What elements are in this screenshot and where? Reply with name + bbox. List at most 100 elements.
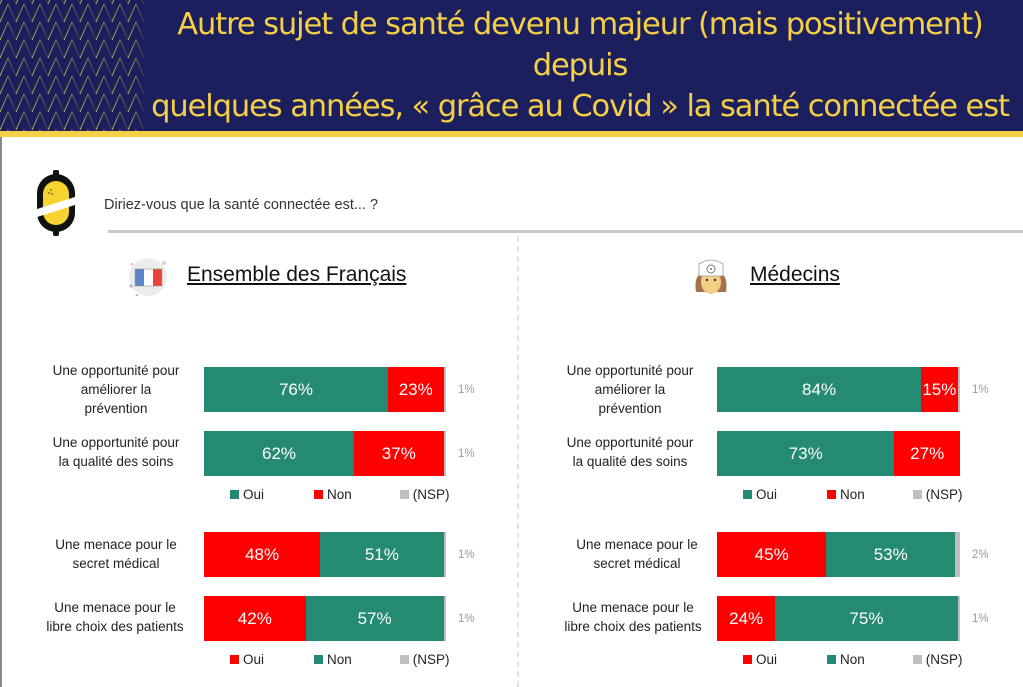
chevron-stroke — [87, 128, 89, 131]
doctor-icon — [695, 259, 727, 294]
chart-legend: Oui Non (NSP) — [743, 487, 963, 502]
chevron-stroke — [95, 38, 113, 59]
chevron-stroke — [79, 2, 97, 23]
legend-swatch — [743, 490, 752, 499]
legend-item: Non — [314, 487, 352, 502]
chevron-stroke — [15, 110, 33, 131]
bar-segment-oui: 42% — [204, 596, 306, 641]
chevron-stroke — [15, 2, 33, 23]
legend-swatch — [827, 490, 837, 499]
chevron-stroke — [47, 38, 65, 59]
legend-label: (NSP) — [925, 487, 963, 502]
chevron-stroke — [31, 110, 49, 131]
chevron-stroke — [15, 92, 33, 113]
bar-segment-nsp — [443, 596, 446, 641]
stacked-bar: 73% 27% — [717, 431, 960, 476]
bar-segment-nsp — [957, 367, 960, 412]
bar-segment-oui: 62% — [204, 431, 355, 476]
chevron-stroke — [95, 92, 113, 113]
chevron-stroke — [135, 128, 137, 131]
chevron-stroke — [95, 2, 113, 23]
chevron-stroke — [47, 2, 65, 23]
legend-swatch — [912, 490, 922, 499]
chevron-stroke — [111, 74, 129, 95]
legend-item: (NSP) — [912, 652, 963, 667]
question-divider — [108, 230, 1023, 233]
legend-label: Oui — [756, 487, 778, 502]
slide-title: Autre sujet de santé devenu majeur (mais… — [140, 4, 1020, 131]
chevron-stroke — [39, 128, 41, 131]
nsp-value-label: 1% — [458, 384, 475, 396]
chevron-stroke — [63, 38, 81, 59]
bar-segment-oui: 45% — [717, 532, 827, 577]
chevron-stroke — [63, 74, 81, 95]
chart-legend: Oui Non (NSP) — [230, 652, 450, 667]
chevron-stroke — [31, 92, 49, 113]
chevron-stroke — [0, 56, 17, 77]
legend-label: Oui — [243, 487, 265, 502]
chevron-stroke — [71, 128, 73, 131]
legend-swatch — [399, 490, 409, 499]
stacked-bar: 48% 51% — [204, 532, 446, 577]
chevron-stroke — [7, 128, 9, 131]
chevron-stroke — [0, 92, 17, 113]
row-label-soins: Une opportunité pour la qualité des soin… — [566, 435, 694, 469]
chevron-stroke — [127, 20, 145, 41]
stacked-bar: 62% 37% — [204, 431, 446, 476]
survey-question: Diriez-vous que la santé connectée est..… — [104, 197, 379, 213]
bar-segment-non: 57% — [305, 596, 444, 641]
chevron-stroke — [127, 2, 145, 23]
chevron-stroke — [111, 2, 129, 23]
panel-title-medecins: Médecins — [750, 263, 840, 286]
chevron-stroke — [127, 110, 145, 131]
legend-label: Non — [840, 652, 865, 667]
legend-item: Oui — [743, 652, 777, 667]
bar-segment-oui: 24% — [717, 596, 776, 641]
chevron-stroke — [111, 56, 129, 77]
legend-swatch — [399, 655, 409, 664]
chevron-stroke — [95, 56, 113, 77]
chevron-stroke — [95, 110, 113, 131]
bar-segment-nsp — [443, 532, 446, 577]
bar-segment-nsp — [443, 431, 446, 476]
chevron-stroke — [79, 110, 97, 131]
bar-segment-non: 27% — [894, 431, 960, 476]
chevron-stroke — [95, 74, 113, 95]
bar-segment-nsp — [955, 532, 960, 577]
page-left-border — [0, 0, 2, 687]
bar-segment-oui: 76% — [204, 367, 388, 412]
stacked-bar: 76% 23% — [204, 367, 446, 412]
chevron-stroke — [55, 128, 57, 131]
legend-label: Oui — [756, 652, 778, 667]
row-label-soins: Une opportunité pour la qualité des soin… — [52, 435, 180, 469]
chevron-stroke — [103, 128, 105, 131]
chevron-stroke — [127, 38, 145, 59]
chevron-stroke — [31, 2, 49, 23]
legend-swatch — [230, 490, 239, 499]
chevron-stroke — [15, 56, 33, 77]
legend-item: Oui — [743, 487, 777, 502]
chevron-stroke — [127, 56, 145, 77]
nsp-value-label: 1% — [458, 448, 475, 460]
chevron-stroke — [127, 92, 145, 113]
row-label-choix: Une menace pour le libre choix des patie… — [564, 600, 702, 634]
legend-label: (NSP) — [412, 487, 450, 502]
legend-item: Oui — [230, 652, 264, 667]
bar-segment-oui: 48% — [204, 532, 321, 577]
slide-header: Autre sujet de santé devenu majeur (mais… — [0, 0, 1023, 131]
stacked-bar: 45% 53% — [717, 532, 960, 577]
chevron-stroke — [79, 38, 97, 59]
nsp-value-label: 2% — [972, 549, 989, 561]
legend-item: Oui — [230, 487, 264, 502]
legend-item: (NSP) — [399, 487, 450, 502]
chevron-stroke — [47, 92, 65, 113]
chevron-stroke — [31, 20, 49, 41]
bar-segment-nsp — [443, 367, 446, 412]
stacked-bar: 24% 75% — [717, 596, 960, 641]
legend-label: Non — [840, 487, 865, 502]
bar-segment-non: 53% — [826, 532, 956, 577]
nsp-value-label: 1% — [972, 613, 989, 625]
bar-segment-non: 37% — [354, 431, 444, 476]
chevron-stroke — [0, 110, 17, 131]
chevron-stroke — [47, 110, 65, 131]
